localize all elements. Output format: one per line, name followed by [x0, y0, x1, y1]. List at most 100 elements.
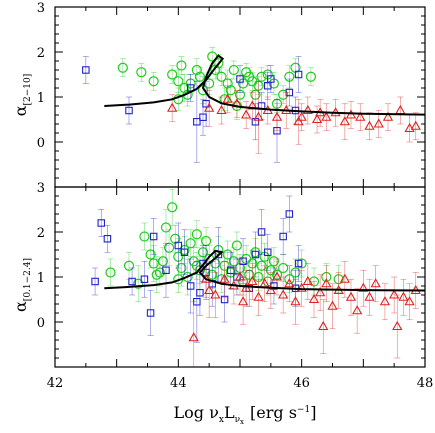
- top-triangle-marker: [311, 113, 323, 124]
- bottom-xtick-label: 48: [417, 376, 434, 391]
- bottom-square-point: [263, 233, 272, 271]
- bottom-circle-marker: [105, 267, 116, 278]
- bottom-triangle-marker: [237, 296, 249, 306]
- top-circle-marker: [148, 76, 159, 87]
- bottom-triangle-point: [253, 278, 264, 316]
- bottom-triangle-point: [315, 274, 326, 312]
- top-triangle-point: [373, 110, 384, 138]
- bottom-triangle-point: [352, 287, 363, 334]
- bottom-circle-marker: [278, 262, 289, 274]
- bottom-triangle-point: [327, 283, 338, 330]
- top-square-marker: [125, 106, 133, 115]
- top-circle-point: [305, 67, 317, 87]
- bottom-circle-marker: [123, 260, 135, 271]
- bottom-square-marker: [263, 248, 272, 257]
- bottom-triangle-marker: [398, 291, 409, 301]
- top-triangle-marker: [373, 118, 384, 128]
- top-circle-marker: [173, 76, 184, 87]
- top-triangle-point: [321, 103, 332, 132]
- bottom-triangle-marker: [278, 289, 289, 299]
- top-triangle-marker: [410, 120, 421, 130]
- top-square-point: [82, 56, 90, 84]
- top-ytick-label: 3: [37, 1, 45, 16]
- top-square-point: [125, 96, 133, 125]
- top-triangle-marker: [302, 104, 313, 115]
- top-triangle-marker: [222, 93, 233, 103]
- bottom-square-marker: [103, 235, 112, 243]
- top-square-point: [193, 80, 201, 163]
- bottom-ylabel-sub: [0.1−2.4]: [23, 258, 33, 301]
- top-triangle-marker: [382, 111, 394, 121]
- bottom-square-point: [279, 218, 287, 255]
- bottom-square-point: [149, 218, 158, 255]
- top-triangle-point: [253, 80, 264, 154]
- top-triangle-point: [382, 103, 394, 132]
- bottom-square-marker: [162, 266, 170, 274]
- bottom-square-point: [97, 209, 106, 237]
- top-circle-point: [256, 67, 267, 87]
- bottom-ylabel-main: α: [11, 301, 30, 312]
- bottom-triangle-point: [219, 260, 230, 298]
- bottom-ytick-label: 0: [37, 316, 45, 331]
- bottom-triangle-point: [265, 272, 276, 309]
- bottom-square-point: [186, 258, 195, 314]
- bottom-square-point: [162, 242, 170, 298]
- top-ytick-label: 2: [37, 46, 45, 61]
- bottom-model-curve: [104, 249, 425, 292]
- top-triangle-point: [395, 96, 406, 125]
- bottom-triangle-marker: [296, 282, 307, 292]
- bottom-triangle-marker: [271, 271, 283, 281]
- bottom-triangle-point: [290, 278, 301, 325]
- bottom-circle-marker: [163, 242, 175, 253]
- bottom-square-point: [103, 224, 112, 253]
- bottom-triangle-marker: [392, 320, 403, 331]
- bottom-circle-marker: [157, 256, 169, 267]
- top-circle-marker: [167, 69, 178, 80]
- bottom-square-point: [140, 260, 149, 298]
- bottom-circle-point: [139, 222, 150, 251]
- bottom-triangle-point: [398, 278, 409, 316]
- bottom-circle-marker: [231, 240, 243, 251]
- bottom-triangle-marker: [321, 278, 332, 288]
- top-square-marker: [267, 75, 275, 83]
- bottom-circle-point: [185, 229, 196, 258]
- bottom-square-marker: [149, 232, 158, 241]
- bottom-triangle-marker: [302, 275, 313, 286]
- top-triangle-point: [296, 103, 307, 132]
- data-layer: [82, 47, 425, 367]
- bottom-triangle-point: [358, 269, 369, 307]
- top-ylabel-sub: [2−10]: [23, 74, 33, 106]
- top-circle-marker: [256, 71, 267, 82]
- bottom-ytick-label: 3: [37, 181, 45, 196]
- xlabel-sup: −1: [297, 405, 310, 415]
- top-circle-marker: [191, 64, 202, 76]
- bottom-triangle-point: [318, 299, 329, 354]
- top-triangle-marker: [339, 116, 350, 126]
- bottom-circle-point: [191, 220, 202, 249]
- bottom-triangle-marker: [389, 289, 400, 299]
- top-ylabel-main: α: [11, 105, 30, 116]
- bottom-panel-data: [91, 188, 425, 367]
- top-square-point: [236, 65, 244, 93]
- top-square-marker: [294, 70, 303, 79]
- top-triangle-marker: [204, 102, 215, 112]
- bottom-triangle-marker: [345, 291, 357, 301]
- bottom-ylabel: α[0.1−2.4]: [11, 258, 33, 312]
- xlabel-main2: L: [224, 403, 235, 422]
- top-square-point: [294, 56, 303, 93]
- bottom-circle-marker: [222, 249, 233, 260]
- bottom-circle-point: [133, 265, 144, 303]
- bottom-xtick-label: 46: [293, 376, 310, 391]
- top-circle-marker: [210, 64, 221, 76]
- bottom-square-marker: [186, 282, 195, 290]
- bottom-triangle-marker: [210, 289, 221, 299]
- top-triangle-marker: [241, 109, 252, 119]
- top-triangle-point: [293, 98, 304, 145]
- bottom-triangle-marker: [339, 273, 350, 283]
- bottom-triangle-point: [364, 278, 375, 316]
- bottom-ytick-label: 2: [37, 226, 45, 241]
- xlabel-close: ]: [310, 403, 316, 422]
- bottom-square-point: [128, 267, 136, 296]
